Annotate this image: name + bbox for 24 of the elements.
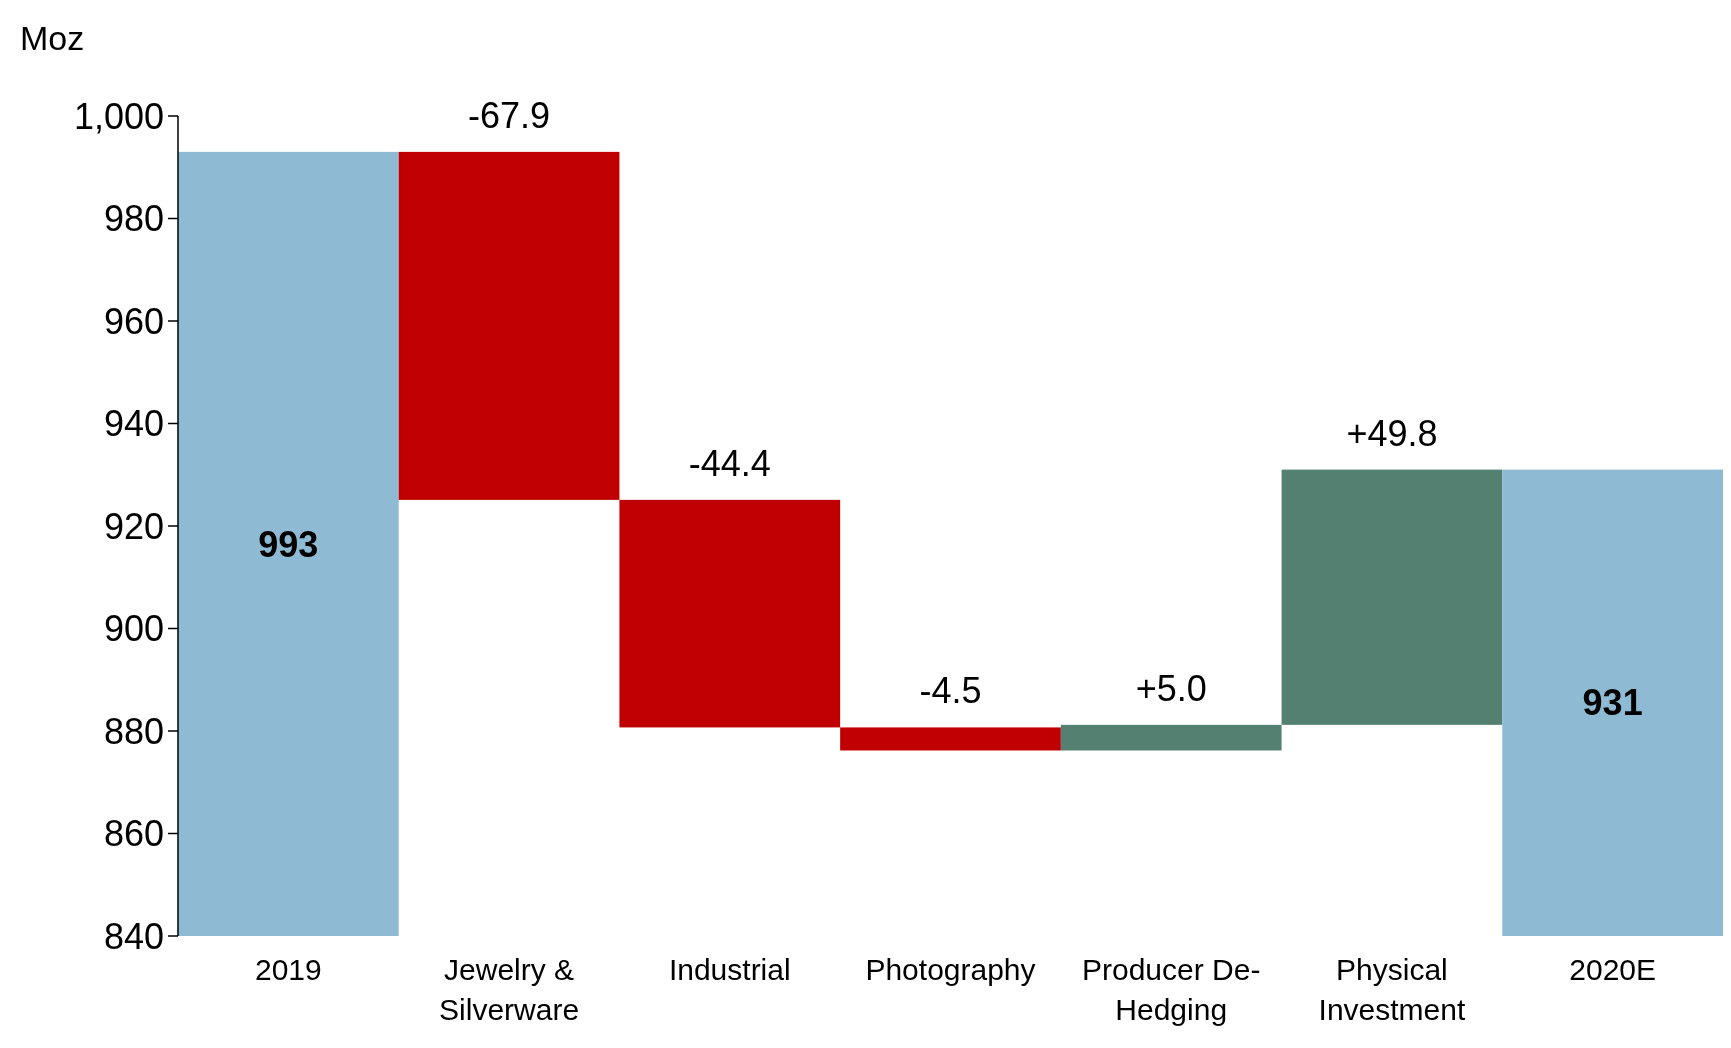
data-label: 931 bbox=[1582, 682, 1643, 724]
y-tick-label: 880 bbox=[103, 710, 164, 752]
data-label: 993 bbox=[258, 523, 319, 565]
y-tick-label: 980 bbox=[103, 198, 164, 240]
x-tick-label: Physical Investment bbox=[1318, 953, 1466, 1026]
data-label: -4.5 bbox=[919, 670, 982, 712]
x-tick-label: Industrial bbox=[668, 953, 791, 986]
y-tick-label: 900 bbox=[103, 608, 164, 650]
data-label: -44.4 bbox=[688, 442, 771, 484]
data-label: +49.8 bbox=[1346, 412, 1438, 454]
x-tick-label: Jewelry & Silverware bbox=[439, 953, 580, 1026]
y-tick-label: 860 bbox=[103, 813, 164, 855]
x-tick-label: 2020E bbox=[1569, 953, 1657, 986]
y-tick-label: 920 bbox=[103, 505, 164, 547]
y-tick-label: 960 bbox=[103, 300, 164, 342]
data-label: +5.0 bbox=[1135, 667, 1207, 709]
x-tick-label: Photography bbox=[865, 953, 1036, 986]
y-tick-label: 840 bbox=[103, 915, 164, 957]
y-axis-title: Moz bbox=[20, 19, 85, 57]
y-tick-label: 940 bbox=[103, 403, 164, 445]
x-tick-label: 2019 bbox=[254, 953, 322, 986]
x-tick-label: Producer De-Hedging bbox=[1082, 953, 1261, 1026]
data-label: -67.9 bbox=[468, 94, 551, 136]
y-tick-label: 1,000 bbox=[73, 95, 164, 137]
